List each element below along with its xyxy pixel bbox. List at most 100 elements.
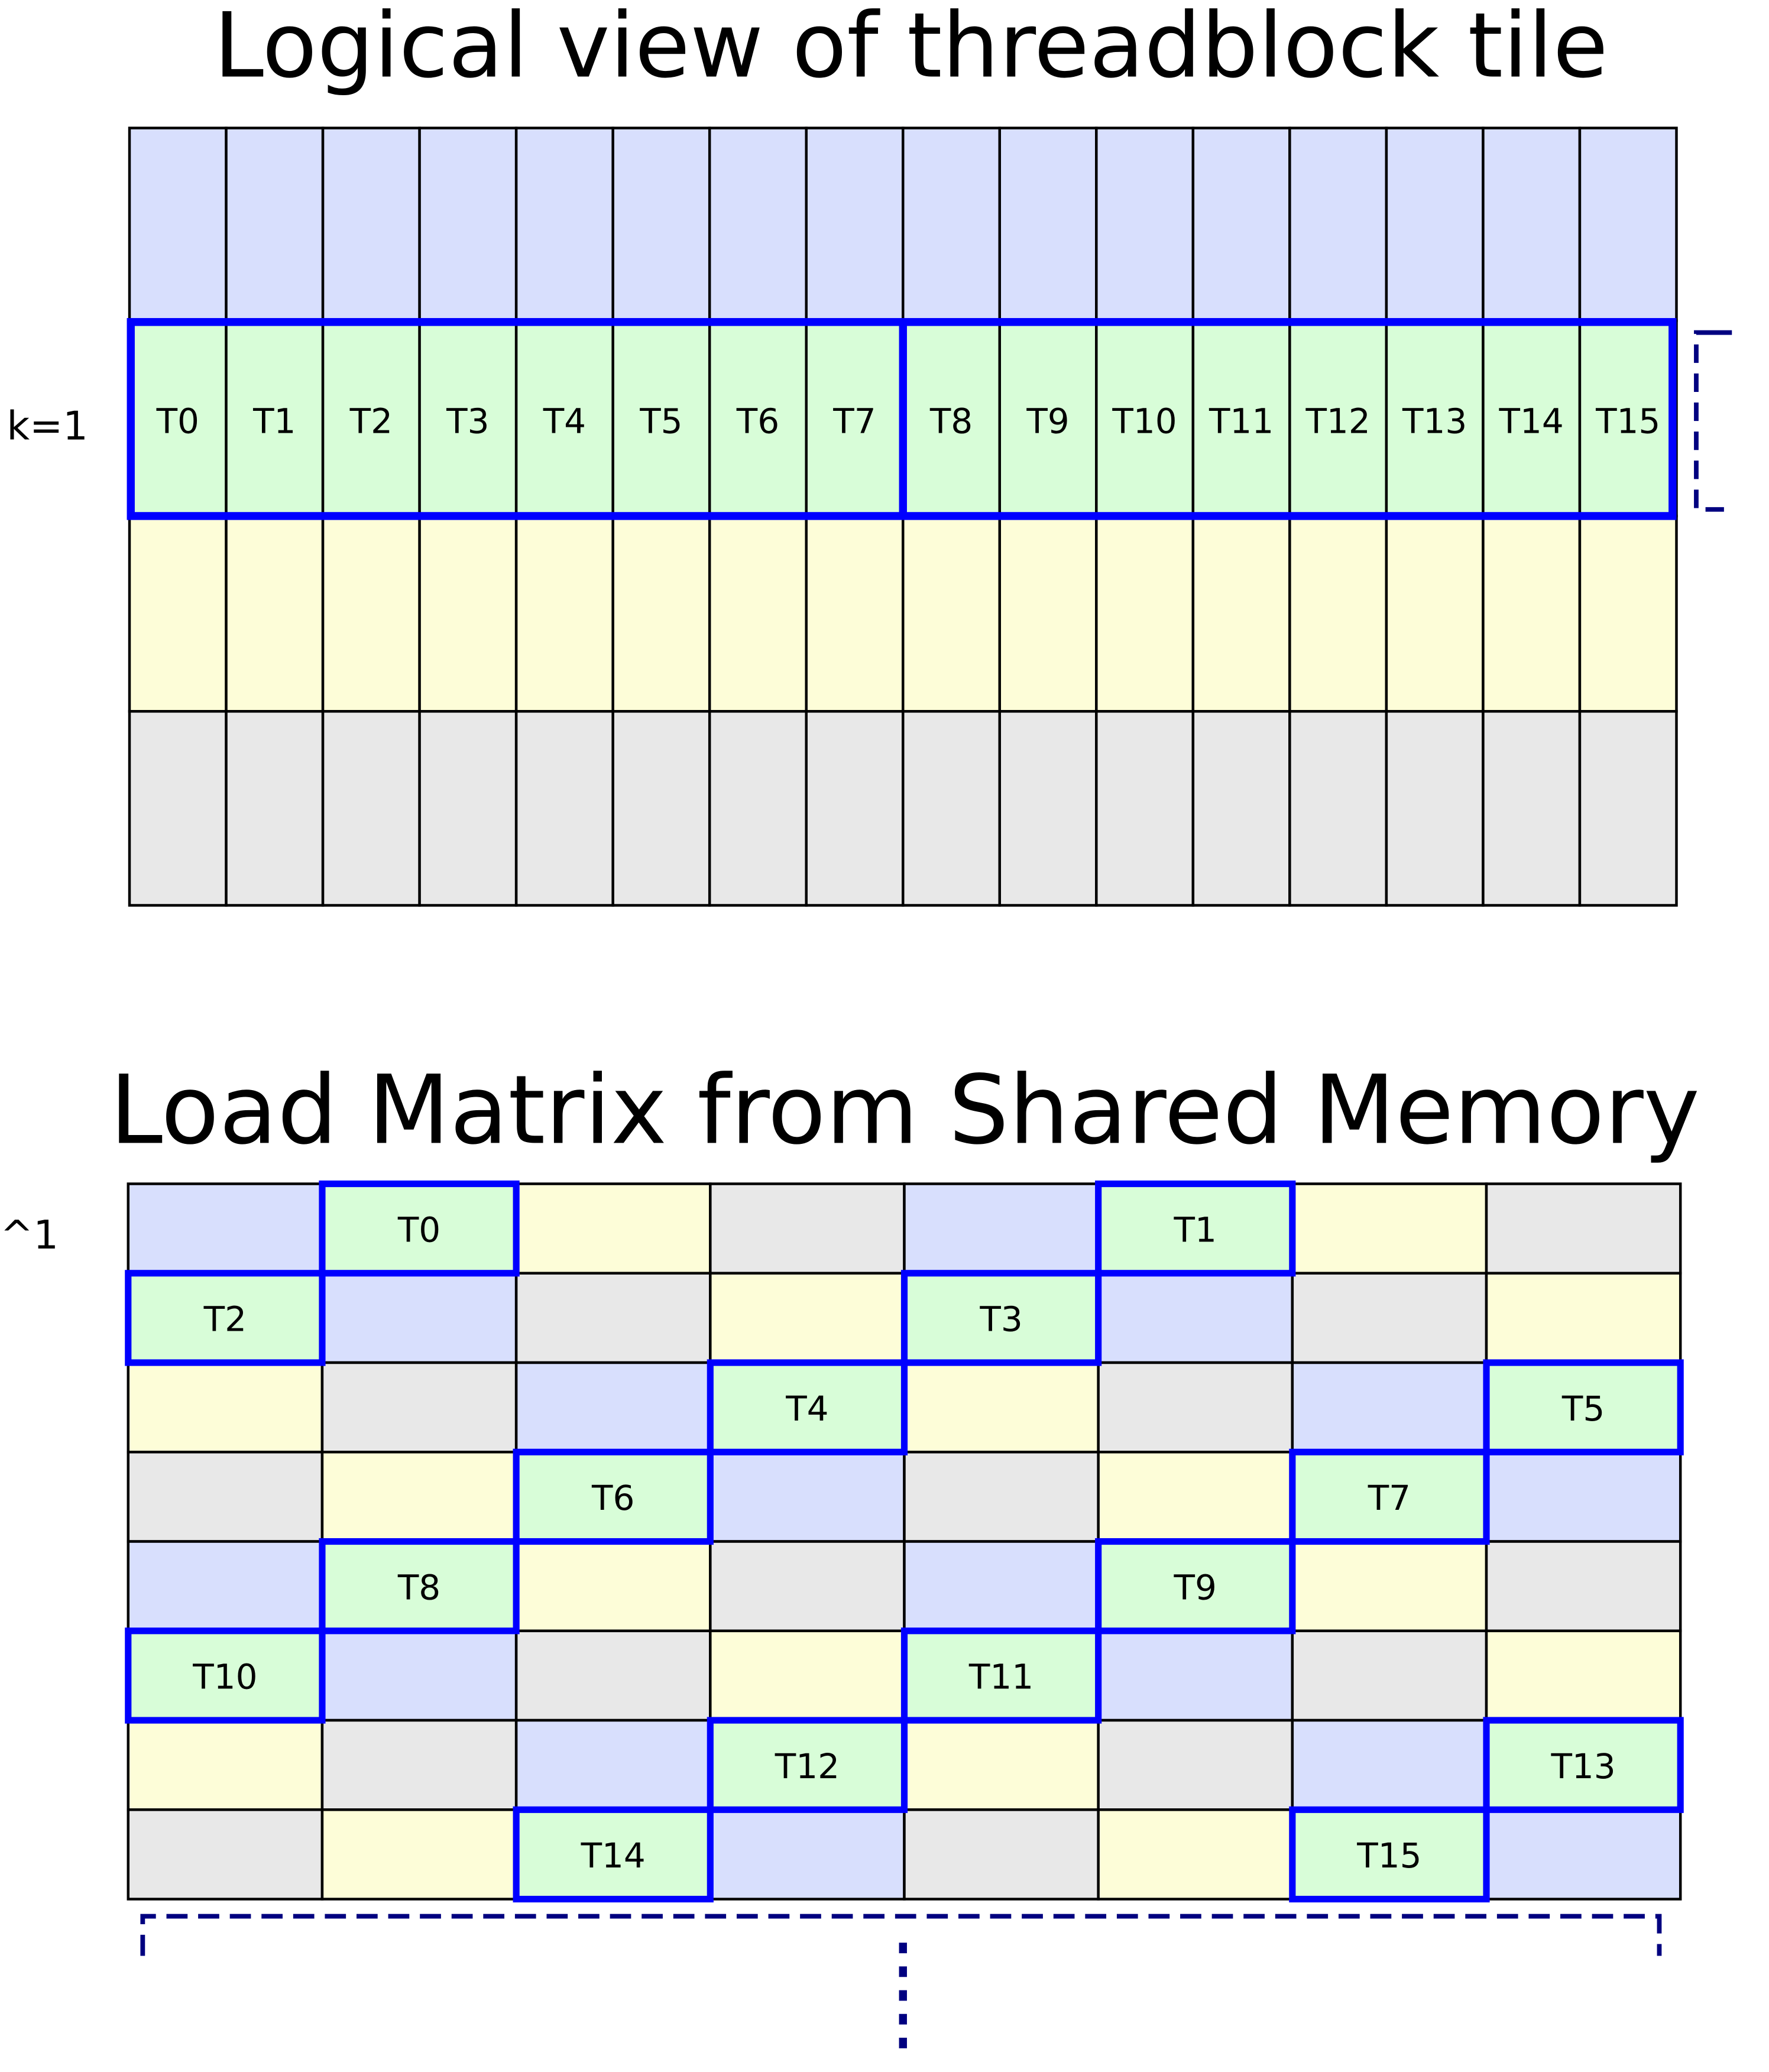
tile-cell: [611, 319, 711, 518]
tile-cell: [902, 710, 1002, 907]
tile-cell: [902, 514, 1002, 713]
smem-cell: [1485, 1451, 1682, 1543]
thread-label: T14: [581, 1836, 646, 1876]
thread-label: T4: [785, 1389, 828, 1429]
smem-cell: [320, 1718, 518, 1811]
smem-cell: [709, 1182, 906, 1275]
thread-cell-highlight: [319, 1180, 520, 1277]
smem-cell: [903, 1808, 1100, 1901]
thread-label: T10: [192, 1657, 257, 1697]
tile-cell: [1385, 127, 1485, 322]
tile-cell: [998, 514, 1098, 713]
thread-label: T12: [1305, 401, 1370, 441]
thread-cell-highlight: [319, 1538, 520, 1635]
smem-cell: [320, 1629, 518, 1722]
thread-label: T1: [252, 401, 296, 441]
thread-cell-highlight: [900, 1270, 1102, 1366]
thread-cell-highlight: [125, 1627, 326, 1724]
tile-cell: [1095, 127, 1195, 322]
thread-label: T5: [639, 401, 682, 441]
thread-cell-highlight: [1095, 1180, 1296, 1277]
thread-label: T0: [397, 1210, 440, 1250]
tile-cell: [1288, 514, 1388, 713]
smem-cell: [1485, 1272, 1682, 1364]
thread-label: T11: [1209, 401, 1274, 441]
tile-cell: [1095, 710, 1195, 907]
tile-cell: [321, 710, 421, 907]
smem-cell: [903, 1718, 1100, 1811]
tile-cell: [514, 127, 614, 322]
thread-cell-highlight: [1483, 1359, 1684, 1455]
tile-cell: [611, 514, 711, 713]
tile-cell: [998, 319, 1098, 518]
tile-cell: [1578, 514, 1678, 713]
tile-cell: [225, 514, 325, 713]
smem-cell: [1485, 1629, 1682, 1722]
thread-label: T5: [1561, 1389, 1605, 1429]
smem-cell: [514, 1540, 712, 1633]
smem-cell: [1291, 1361, 1488, 1454]
thread-label: T12: [775, 1746, 840, 1786]
tile-cell: [128, 319, 228, 518]
bottom-row-label: ^1: [0, 1212, 59, 1258]
smem-cell: [127, 1808, 324, 1901]
smem-cell: [514, 1272, 712, 1364]
smem-cell: [514, 1361, 712, 1454]
smem-cell: [1291, 1451, 1488, 1543]
top-row-label: k=1: [7, 403, 88, 449]
thread-cell-highlight: [1095, 1538, 1296, 1635]
tile-cell: [1191, 514, 1291, 713]
smem-cell: [903, 1451, 1100, 1543]
tile-cell: [611, 127, 711, 322]
smem-cell: [709, 1540, 906, 1633]
tile-cell: [708, 514, 808, 713]
tile-cell: [418, 127, 518, 322]
thread-cell-highlight: [707, 1717, 908, 1813]
thread-label: T3: [979, 1299, 1022, 1340]
thread-label: T7: [1368, 1478, 1411, 1518]
smem-cell: [127, 1361, 324, 1454]
thread-cell-highlight: [513, 1806, 714, 1903]
tile-cell: [514, 710, 614, 907]
tile-cell: [708, 710, 808, 907]
thread-cell-highlight: [125, 1270, 326, 1366]
smem-cell: [709, 1808, 906, 1901]
thread-label: T4: [543, 401, 586, 441]
tile-cell: [1482, 514, 1582, 713]
smem-cell: [709, 1451, 906, 1543]
top-title: Logical view of threadblock tile: [213, 0, 1608, 98]
thread-label: T2: [349, 401, 393, 441]
smem-cell: [514, 1182, 712, 1275]
thread-label: T1: [1174, 1210, 1217, 1250]
smem-cell: [514, 1718, 712, 1811]
thread-label: T9: [1174, 1567, 1217, 1607]
tile-cell: [128, 710, 228, 907]
smem-cell: [320, 1451, 518, 1543]
tile-cell: [1482, 710, 1582, 907]
smem-cell: [1097, 1182, 1294, 1275]
tile-cell: [225, 127, 325, 322]
tile-cell: [128, 514, 228, 713]
tile-cell: [805, 710, 905, 907]
tile-cell: [1482, 127, 1582, 322]
smem-cell: [1485, 1182, 1682, 1275]
bottom-title: Load Matrix from Shared Memory: [110, 1055, 1700, 1165]
tile-cell: [1385, 514, 1485, 713]
tile-bracket: [140, 1914, 1662, 1956]
tile-cell: [1288, 710, 1388, 907]
smem-cell: [1291, 1718, 1488, 1811]
tile-cell: [805, 319, 905, 518]
tile-cell: [1288, 127, 1388, 322]
thread-label: T15: [1595, 401, 1660, 441]
thread-cell-highlight: [1289, 1806, 1490, 1903]
thread-cell-highlight: [513, 1448, 714, 1545]
tile-cell: [805, 514, 905, 713]
smem-cell: [127, 1540, 324, 1633]
tile-cell: [1385, 710, 1485, 907]
thread-label: T13: [1402, 401, 1467, 441]
smem-cell: [1485, 1808, 1682, 1901]
smem-cell: [709, 1361, 906, 1454]
top-grid: T0 T1 T2 T3 T4 T5 T6 T7 T8 T9 T10 T11 T12 T13 T14 T15: [127, 127, 1678, 907]
smem-cell: [903, 1182, 1100, 1275]
